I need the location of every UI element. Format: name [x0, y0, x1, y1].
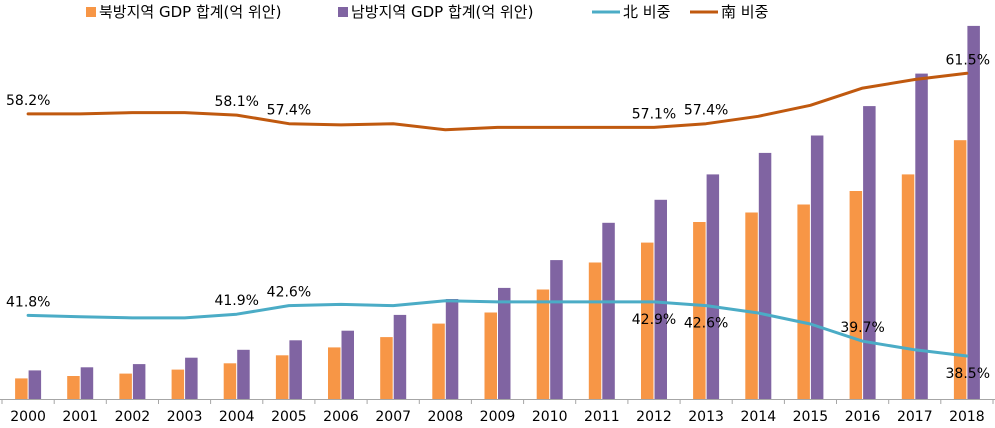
bar-series-0-2017 [901, 174, 915, 399]
bar-series-0-2013 [693, 222, 706, 399]
bar-series-0-2009 [484, 312, 497, 399]
bar-series-1-2017 [915, 73, 928, 399]
data-label-group: 58.2% 58.1% 57.4% 57.1% 57.4% 61.5% 41.8% 41.9%… [6, 52, 990, 382]
bar-series-0-2018 [953, 140, 967, 399]
bar-series-0-2001 [67, 376, 80, 399]
data-label-9: 42.9% [632, 312, 676, 328]
x-tick-label-2013: 2013 [688, 409, 724, 425]
legend: 북방지역 GDP 합계(억 위안) 남방지역 GDP 합계(억 위안) 北 비중 南 … [86, 3, 768, 21]
x-tick-label-2002: 2002 [115, 409, 151, 425]
line-group [26, 71, 969, 358]
data-label-3: 57.1% [632, 106, 676, 122]
legend-label-0: 북방지역 GDP 합계(억 위안) [99, 3, 281, 21]
x-tick-label-2006: 2006 [323, 409, 359, 425]
bar-series-0-2007 [380, 337, 393, 399]
legend-item-1: 남방지역 GDP 합계(억 위안) [338, 3, 533, 21]
bar-series-1-2000 [28, 370, 42, 399]
bar-series-1-2013 [706, 174, 720, 399]
x-axis: 2000 2001 2002 2003 2004 2005 2006 2007 2008 2009… [0, 399, 995, 425]
data-label-2: 57.4% [267, 103, 311, 119]
bar-series-0-2004 [223, 363, 237, 399]
bar-series-0-2005 [275, 355, 289, 399]
bar-series-0-2010 [536, 289, 550, 399]
data-label-6: 41.8% [6, 294, 50, 310]
x-tick-label-2005: 2005 [271, 409, 307, 425]
data-label-5: 61.5% [946, 52, 990, 68]
data-label-10: 42.6% [684, 316, 728, 332]
bar-series-1-2001 [80, 367, 94, 400]
bar-series-0-2000 [15, 378, 28, 399]
bar-series-1-2015 [810, 135, 824, 399]
data-label-7: 41.9% [214, 293, 258, 309]
bar-series-1-2011 [602, 222, 615, 399]
bar-series-0-2011 [588, 262, 602, 399]
bar-series-0-2002 [119, 373, 132, 399]
bar-series-1-2014 [758, 152, 772, 399]
bar-series-0-2012 [641, 242, 654, 399]
bar-series-0-2003 [171, 369, 185, 399]
x-tick-label-2000: 2000 [10, 409, 46, 425]
bar-series-0-2015 [797, 204, 810, 399]
x-tick-label-2012: 2012 [636, 409, 672, 425]
legend-label-2: 北 비중 [623, 3, 670, 21]
bar-series-0-2006 [328, 347, 341, 399]
x-tick-label-2014: 2014 [740, 409, 776, 425]
x-tick-label-2009: 2009 [480, 409, 516, 425]
data-label-4: 57.4% [684, 103, 728, 119]
legend-label-3: 南 비중 [721, 3, 768, 21]
x-tick-label-2001: 2001 [62, 409, 98, 425]
bar-series-1-2005 [289, 340, 302, 399]
bar-series-1-2006 [341, 330, 354, 399]
legend-label-1: 남방지역 GDP 합계(억 위안) [351, 3, 533, 21]
bar-series-0-2014 [745, 212, 758, 399]
x-tick-label-2017: 2017 [897, 409, 933, 425]
bar-series-1-2003 [185, 357, 198, 399]
bar-series-1-2007 [393, 314, 407, 399]
data-label-12: 38.5% [946, 366, 990, 382]
data-label-8: 42.6% [267, 285, 311, 301]
data-label-1: 58.1% [214, 94, 258, 110]
line-series-2 [26, 299, 969, 358]
data-label-0: 58.2% [6, 93, 50, 109]
legend-swatch-0 [86, 7, 96, 17]
x-tick-label-2008: 2008 [427, 409, 463, 425]
legend-item-2: 北 비중 [592, 3, 670, 21]
bar-series-1-2004 [237, 349, 250, 399]
bar-series-1-2008 [445, 299, 459, 399]
line-series-3 [26, 71, 969, 132]
bar-series-1-2018 [967, 25, 980, 400]
legend-swatch-1 [338, 7, 348, 17]
x-tick-label-2015: 2015 [793, 409, 829, 425]
bar-series-1-2009 [498, 287, 511, 399]
bar-series-1-2016 [863, 106, 876, 399]
x-tick-label-2011: 2011 [584, 409, 620, 425]
bar-series-1-2002 [132, 364, 146, 399]
x-tick-label-2004: 2004 [219, 409, 255, 425]
legend-item-0: 북방지역 GDP 합계(억 위안) [86, 3, 281, 21]
bar-series-1-2010 [550, 260, 563, 399]
legend-item-3: 南 비중 [690, 3, 768, 21]
bar-series-0-2008 [432, 323, 445, 399]
x-tick-label-2010: 2010 [532, 409, 568, 425]
x-tick-label-2007: 2007 [375, 409, 411, 425]
x-tick-label-2016: 2016 [845, 409, 881, 425]
x-tick-label-2003: 2003 [167, 409, 203, 425]
data-label-11: 39.7% [840, 320, 884, 336]
bar-series-1-2012 [654, 199, 667, 399]
bar-series-0-2016 [849, 191, 863, 399]
x-tick-label-2018: 2018 [949, 409, 985, 425]
bar-group [15, 25, 980, 400]
